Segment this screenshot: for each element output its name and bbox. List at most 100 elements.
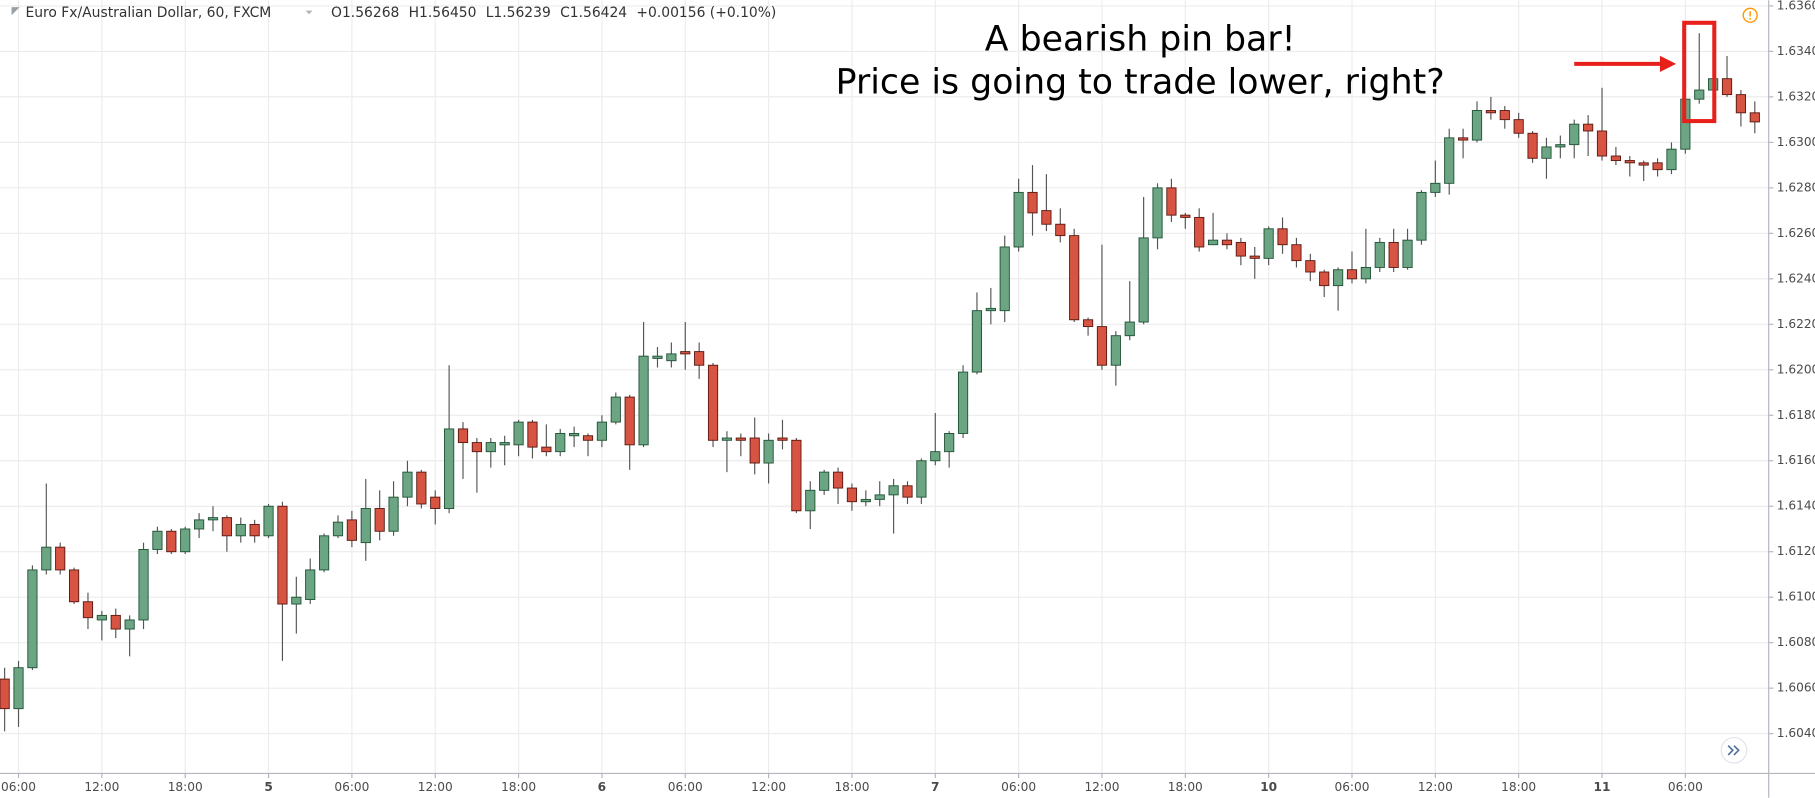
y-tick-label: 1.63400 bbox=[1777, 44, 1815, 58]
candle-body bbox=[999, 246, 1010, 312]
candle-body bbox=[388, 496, 399, 532]
candle-body bbox=[569, 433, 580, 437]
y-tick-label: 1.61800 bbox=[1777, 408, 1815, 422]
candle-body bbox=[457, 428, 469, 444]
candle-body bbox=[1291, 244, 1302, 262]
candle-body bbox=[1458, 137, 1469, 141]
candle-body bbox=[1319, 271, 1330, 287]
ohlc-legend: O1.56268 H1.56450 L1.56239 C1.56424 +0.00156… bbox=[331, 5, 776, 21]
scroll-button[interactable] bbox=[1720, 736, 1748, 764]
candle-body bbox=[110, 614, 121, 630]
candle-body bbox=[874, 494, 885, 500]
candle-body bbox=[1638, 162, 1649, 166]
candle-body bbox=[82, 601, 94, 619]
y-tick-label: 1.60800 bbox=[1777, 635, 1815, 649]
candle-body bbox=[652, 355, 663, 359]
x-tick-label: 11 bbox=[1594, 780, 1611, 794]
ohlc-value: C1.56424 bbox=[560, 5, 627, 21]
candle-body bbox=[27, 569, 38, 669]
candle-body bbox=[319, 535, 330, 571]
x-tick-label: 12:00 bbox=[418, 780, 453, 794]
candle-body bbox=[1124, 321, 1135, 337]
x-tick-label: 18:00 bbox=[168, 780, 203, 794]
candle-body bbox=[1694, 89, 1705, 100]
candle-body bbox=[680, 351, 691, 355]
candle-body bbox=[444, 428, 455, 509]
candle-body bbox=[374, 508, 385, 532]
candle-body bbox=[235, 523, 246, 537]
candle-body bbox=[1596, 130, 1608, 157]
candle-body bbox=[1374, 241, 1385, 268]
y-tick-label: 1.63200 bbox=[1777, 89, 1815, 103]
y-tick-label: 1.61000 bbox=[1777, 590, 1815, 604]
candle-body bbox=[555, 433, 566, 453]
candle-body bbox=[971, 310, 983, 373]
y-tick-label: 1.62200 bbox=[1777, 317, 1815, 331]
candle-body bbox=[41, 546, 52, 571]
candle-body bbox=[346, 519, 357, 541]
candle-body bbox=[1221, 239, 1233, 246]
candle-body bbox=[860, 498, 871, 503]
candle-body bbox=[916, 460, 927, 498]
x-tick-label: 18:00 bbox=[501, 780, 536, 794]
candle-body bbox=[1513, 119, 1524, 134]
ohlc-value: H1.56450 bbox=[409, 5, 477, 21]
highlight-layer bbox=[1682, 20, 1717, 124]
annotation: A bearish pin bar! bbox=[985, 20, 1296, 60]
candle-body bbox=[1235, 241, 1246, 257]
candle-body bbox=[541, 446, 552, 453]
candle-body bbox=[1055, 223, 1066, 237]
candle-body bbox=[902, 485, 913, 498]
candle-body bbox=[305, 569, 316, 600]
candle-body bbox=[1666, 148, 1677, 171]
candle-body bbox=[1346, 269, 1358, 280]
candle-body bbox=[1569, 123, 1580, 146]
candle-body bbox=[638, 355, 649, 446]
candle-body bbox=[832, 471, 844, 489]
candle-body bbox=[930, 451, 941, 462]
candle-body bbox=[1735, 94, 1747, 114]
y-tick-label: 1.62400 bbox=[1777, 271, 1815, 285]
candle-body bbox=[1485, 110, 1496, 114]
candle-body bbox=[735, 437, 746, 441]
candles bbox=[0, 33, 1760, 732]
y-tick-label: 1.63000 bbox=[1777, 135, 1815, 149]
candle-body bbox=[1388, 241, 1399, 268]
candle-body bbox=[1610, 155, 1621, 162]
grid bbox=[0, 0, 1769, 774]
y-tick-label: 1.63600 bbox=[1777, 0, 1815, 12]
candle-body bbox=[291, 596, 302, 605]
candle-body bbox=[957, 371, 969, 434]
candle-body bbox=[499, 442, 510, 446]
arrow-head bbox=[1659, 55, 1677, 72]
candle-body bbox=[332, 521, 344, 537]
candle-body bbox=[1416, 191, 1427, 241]
candle-body bbox=[180, 528, 191, 553]
y-tick-label: 1.61600 bbox=[1777, 453, 1815, 467]
scroll-icon bbox=[1727, 745, 1740, 756]
candle-body bbox=[1082, 319, 1094, 328]
x-tick-label: 18:00 bbox=[1501, 780, 1536, 794]
candle-body bbox=[152, 530, 163, 550]
x-tick-label: 06:00 bbox=[1668, 780, 1703, 794]
candle-body bbox=[513, 421, 524, 446]
x-tick-label: 10 bbox=[1260, 780, 1277, 794]
candle-body bbox=[1444, 137, 1455, 184]
y-tick-label: 1.60600 bbox=[1777, 681, 1815, 695]
candle-body bbox=[1499, 110, 1510, 121]
candle-body bbox=[1583, 123, 1594, 132]
candle-body bbox=[1194, 216, 1205, 248]
x-tick-label: 7 bbox=[931, 780, 939, 794]
x-tick-label: 06:00 bbox=[668, 780, 703, 794]
y-tick-label: 1.62600 bbox=[1777, 226, 1815, 240]
candle-body bbox=[1069, 235, 1080, 321]
candle-body bbox=[749, 437, 760, 464]
x-tick-label: 18:00 bbox=[834, 780, 869, 794]
y-tick-label: 1.61400 bbox=[1777, 499, 1815, 513]
candle-body bbox=[1152, 187, 1163, 239]
dropdown-icon[interactable] bbox=[305, 10, 313, 15]
alert-icon[interactable] bbox=[1742, 7, 1758, 23]
x-tick-label: 12:00 bbox=[751, 780, 786, 794]
